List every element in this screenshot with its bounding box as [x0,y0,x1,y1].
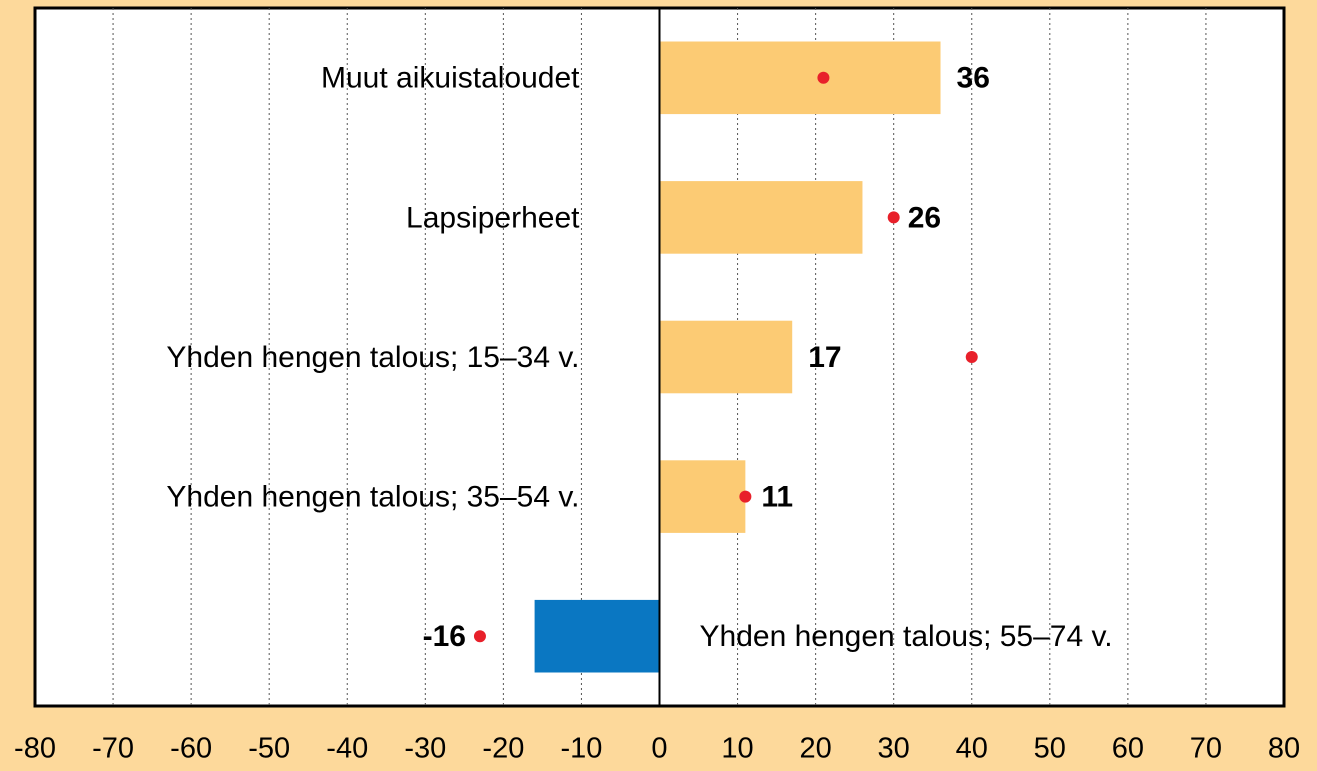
x-tick-label: -30 [404,733,446,765]
category-label: Muut aikuistaloudet [321,62,580,95]
dot [817,71,830,84]
value-label: 36 [957,62,990,95]
dot [887,211,900,224]
x-tick-label: 50 [1034,733,1066,765]
bar [659,320,793,394]
x-tick-label: -10 [560,733,602,765]
dot [739,490,752,503]
value-label: 26 [908,201,941,234]
x-tick-label: -60 [170,733,212,765]
x-tick-label: -40 [326,733,368,765]
bar [659,41,941,115]
value-label: 11 [761,481,793,514]
x-tick-label: 30 [878,733,910,765]
x-tick-label: 60 [1112,733,1144,765]
x-tick-label: -20 [482,733,524,765]
x-tick-label: 20 [799,733,831,765]
x-tick-label: 80 [1268,733,1300,765]
x-tick-label: 0 [651,733,667,765]
category-label: Yhden hengen talous; 35–54 v. [166,481,579,514]
x-tick-label: -70 [92,733,134,765]
value-label: -16 [423,620,466,653]
category-label: Lapsiperheet [406,201,580,234]
dot [473,630,486,643]
x-tick-label: 70 [1190,733,1222,765]
bar [659,460,746,533]
x-tick-label: -80 [14,733,56,765]
category-label: Yhden hengen talous; 15–34 v. [166,341,579,374]
category-label: Yhden hengen talous; 55–74 v. [700,620,1113,653]
x-tick-label: -50 [248,733,290,765]
bar [659,181,863,254]
x-tick-label: 10 [721,733,753,765]
bar [534,599,660,673]
value-label: 17 [808,341,841,374]
dot [965,351,978,363]
x-tick-label: 40 [956,733,988,765]
